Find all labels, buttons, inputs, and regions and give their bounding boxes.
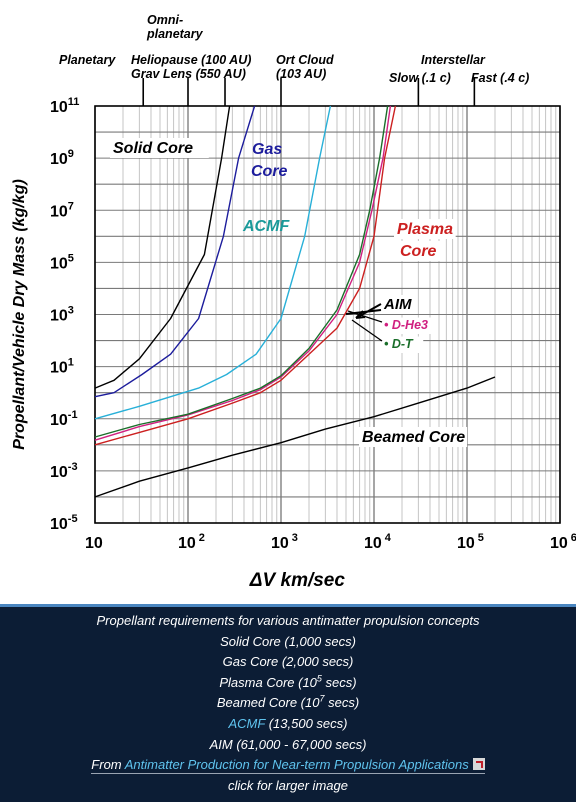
caption-plasma-b: secs)	[321, 674, 357, 690]
caption-source: From Antimatter Production for Near-term…	[0, 755, 576, 776]
series-label: Plasma	[397, 221, 453, 238]
series-label: Core	[251, 163, 288, 180]
y-axis-label: Propellant/Vehicle Dry Mass (kg/kg)	[11, 179, 28, 450]
separator-bar	[0, 604, 576, 607]
series-line	[94, 105, 231, 389]
series-line	[94, 105, 392, 441]
mission-label: Omni-	[147, 13, 183, 27]
series-line	[94, 105, 332, 420]
y-tick-label: 101	[50, 357, 74, 377]
label-background	[381, 295, 414, 314]
larger-image-link[interactable]: click for larger image	[228, 777, 348, 793]
x-tick-label: 10	[85, 535, 103, 552]
caption-plasma: Plasma Core (105 secs)	[0, 673, 576, 694]
series-label: • D-He3	[384, 318, 428, 332]
mission-label: Ort Cloud	[276, 53, 334, 67]
mission-label: planetary	[146, 27, 204, 41]
caption-solid: Solid Core (1,000 secs)	[220, 633, 356, 649]
x-tick-label: 10 6	[550, 532, 576, 552]
mission-label: Planetary	[59, 53, 116, 67]
x-tick-label: 10 5	[457, 532, 484, 552]
aim-pointer	[347, 310, 383, 323]
label-background	[359, 427, 468, 447]
y-tick-label: 109	[50, 148, 74, 168]
chart: 1011 109 107 105 103 101 10-1 10-3 10-5 10 10 2 10 3 1…	[11, 13, 576, 591]
label-background	[394, 219, 456, 239]
x-tick-label: 10 4	[364, 532, 392, 552]
series-label: ACMF	[242, 218, 290, 235]
mission-label: Heliopause (100 AU)	[131, 53, 251, 67]
aim-pointer	[351, 319, 383, 342]
caption-acmf: ACMF (13,500 secs)	[0, 714, 576, 735]
plot-frame	[94, 105, 561, 524]
series-line	[94, 105, 256, 398]
label-background	[381, 317, 438, 334]
series-line	[94, 376, 496, 498]
caption-plasma-exp: 5	[316, 673, 322, 684]
y-tick-label: 10-5	[50, 513, 78, 533]
mission-label: Fast (.4 c)	[471, 71, 529, 85]
label-background	[381, 336, 424, 353]
series-line	[94, 105, 397, 446]
label-background	[397, 241, 441, 261]
y-tick-label: 107	[50, 200, 74, 220]
mission-label: Grav Lens (550 AU)	[131, 67, 246, 81]
x-tick-label: 10 3	[271, 532, 298, 552]
y-tick-label: 10-3	[50, 461, 78, 481]
external-link-icon[interactable]	[472, 758, 485, 771]
caption-title: Propellant requirements for various anti…	[96, 613, 480, 628]
caption-beamed: Beamed Core (107 secs)	[0, 693, 576, 714]
caption-from: From	[91, 757, 125, 773]
caption-beamed-a: Beamed Core (10	[216, 695, 320, 711]
label-background	[110, 138, 209, 158]
aim-arrow	[345, 309, 382, 315]
caption-gas: Gas Core (2,000 secs)	[222, 654, 354, 670]
x-tick-label: 10 2	[178, 532, 205, 552]
source-link[interactable]: Antimatter Production for Near-term Prop…	[124, 757, 469, 773]
series-label: • D-T	[384, 337, 414, 351]
caption-plasma-a: Plasma Core (10	[219, 674, 317, 690]
series-label: Gas	[252, 141, 282, 158]
y-tick-label: 105	[50, 252, 74, 272]
caption-beamed-b: secs)	[324, 695, 360, 711]
caption-panel: Propellant requirements for various anti…	[0, 607, 576, 802]
series-line	[94, 105, 389, 438]
caption-beamed-exp: 7	[319, 694, 325, 705]
chart-svg: 1011 109 107 105 103 101 10-1 10-3 10-5 10 10 2 10 3 1…	[11, 13, 576, 591]
y-tick-label: 103	[50, 305, 74, 325]
series-label: Core	[400, 243, 437, 260]
mission-label: Interstellar	[421, 53, 486, 67]
series-label: Solid Core	[113, 140, 193, 157]
acmf-link[interactable]: ACMF	[228, 715, 266, 731]
x-axis-label: ΔV km/sec	[249, 570, 346, 591]
caption-aim: AIM (61,000 - 67,000 secs)	[209, 736, 367, 752]
series-label: Beamed Core	[362, 429, 465, 446]
y-tick-label: 10-1	[50, 409, 78, 429]
mission-label: Slow (.1 c)	[389, 71, 451, 85]
y-tick-label: 1011	[50, 96, 79, 116]
series-label: AIM	[383, 296, 412, 313]
caption-acmf-rest: (13,500 secs)	[265, 715, 348, 731]
mission-label: (103 AU)	[276, 67, 326, 81]
